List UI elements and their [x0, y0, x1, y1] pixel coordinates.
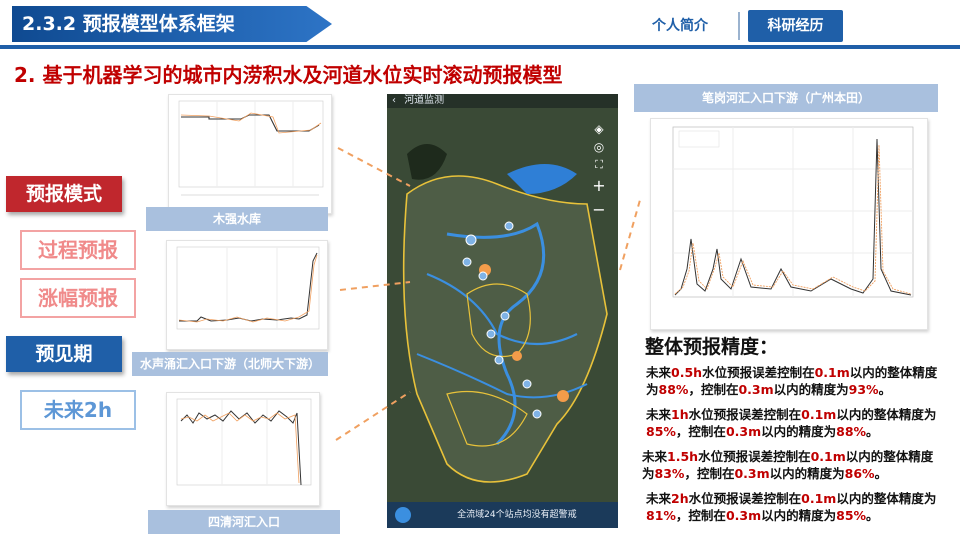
accuracy-text-e: 。 — [878, 382, 892, 397]
caption-station-2: 水声涌汇入口下游（北师大下游） — [132, 352, 328, 376]
accuracy-title: 整体预报精度： — [645, 336, 779, 358]
lead-time-label: 预见期 — [6, 336, 122, 372]
accuracy-text-v1: 0.1m — [814, 365, 850, 380]
accuracy-text-e: 。 — [866, 424, 879, 439]
map-footer-status: 全流域24个站点均没有超警戒 — [457, 510, 577, 520]
accuracy-text-v2: 0.3m — [738, 382, 774, 397]
slide-subtitle: 2. 基于机器学习的城市内涝积水及河道水位实时滚动预报模型 — [14, 63, 563, 87]
accuracy-item: 未来2h水位预报误差控制在0.1m以内的整体精度为 81%，控制在0.3m以内的精… — [646, 490, 946, 524]
accuracy-text-b: 以内的整体精度为 — [836, 491, 937, 506]
chart-station-1 — [168, 94, 332, 214]
accuracy-text-v1: 0.1m — [801, 491, 837, 506]
locate-icon[interactable]: ◎ — [593, 140, 605, 154]
accuracy-text-c: ，控制在 — [684, 466, 735, 481]
accuracy-item: 未来1h水位预报误差控制在0.1m以内的整体精度为 85%，控制在0.3m以内的精… — [646, 406, 946, 440]
accuracy-text-h: 2h — [671, 491, 689, 506]
accuracy-text-c: ，控制在 — [675, 424, 726, 439]
chart-station-4 — [650, 118, 928, 330]
header-divider — [0, 45, 960, 49]
accuracy-text-p1: 85% — [646, 424, 676, 439]
accuracy-text-d: 以内的精度为 — [773, 382, 849, 397]
caption-station-1: 木强水库 — [146, 207, 328, 231]
amplitude-forecast-label: 涨幅预报 — [20, 278, 136, 318]
chart-station-2 — [166, 240, 328, 350]
map-header: ‹ 河道监测 — [387, 94, 618, 108]
river-monitoring-map[interactable] — [387, 94, 618, 528]
accuracy-text-v2: 0.3m — [734, 466, 770, 481]
nav-separator — [738, 12, 740, 40]
accuracy-item: 未来0.5h水位预报误差控制在0.1m以内的整体精度为88%，控制在0.3m以内… — [646, 364, 946, 398]
accuracy-text-c: ，控制在 — [688, 382, 739, 397]
caption-station-4: 笔岗河汇入口下游（广州本田） — [634, 84, 938, 112]
chart-station-3 — [166, 392, 320, 506]
map-controls: ◈ ◎ ⛶ + − — [590, 120, 610, 224]
future-2h-label: 未来2h — [20, 390, 136, 430]
accuracy-text-d: 以内的精度为 — [761, 424, 837, 439]
accuracy-text-h: 0.5h — [671, 365, 703, 380]
accuracy-text-b: 以内的整体精度为 — [646, 365, 938, 397]
accuracy-item: 未来1.5h水位预报误差控制在0.1m以内的整体精度为83%，控制在0.3m以内… — [642, 448, 942, 482]
accuracy-text-a: 水位预报误差控制在 — [702, 365, 815, 380]
zoom-in-icon[interactable]: + — [592, 176, 606, 195]
accuracy-text-p1: 88% — [658, 382, 689, 397]
accuracy-text-prefix: 未来 — [646, 407, 672, 422]
forecast-mode-label: 预报模式 — [6, 176, 122, 212]
accuracy-text-prefix: 未来 — [646, 491, 672, 506]
caption-station-3: 四清河汇入口 — [148, 510, 340, 534]
map-footer: 全流域24个站点均没有超警戒 — [387, 502, 618, 528]
accuracy-text-v1: 0.1m — [801, 407, 837, 422]
zoom-out-icon[interactable]: − — [592, 200, 606, 219]
accuracy-text-a: 水位预报误差控制在 — [698, 449, 811, 464]
process-forecast-label: 过程预报 — [20, 230, 136, 270]
accuracy-text-prefix: 未来 — [646, 365, 672, 380]
map-header-title: 河道监测 — [404, 95, 445, 106]
accuracy-text-v2: 0.3m — [725, 424, 762, 439]
accuracy-text-h: 1.5h — [667, 449, 699, 464]
accuracy-text-b: 以内的整体精度为 — [642, 449, 934, 481]
accuracy-text-d: 以内的精度为 — [761, 508, 837, 523]
section-title: 2.3.2 预报模型体系框架 — [12, 6, 332, 42]
map-footer-badge-icon[interactable] — [395, 507, 411, 523]
nav-personal-intro[interactable]: 个人简介 — [652, 18, 708, 34]
back-chevron-icon[interactable]: ‹ — [392, 95, 396, 106]
accuracy-text-c: ，控制在 — [675, 508, 726, 523]
accuracy-text-p1: 83% — [654, 466, 685, 481]
accuracy-text-b: 以内的整体精度为 — [836, 407, 937, 422]
accuracy-text-e: 。 — [866, 508, 879, 523]
accuracy-text-h: 1h — [671, 407, 689, 422]
accuracy-text-p2: 93% — [848, 382, 879, 397]
layers-icon[interactable]: ◈ — [594, 122, 604, 136]
accuracy-text-p2: 86% — [844, 466, 875, 481]
accuracy-text-p2: 88% — [836, 424, 867, 439]
fullscreen-icon[interactable]: ⛶ — [595, 158, 603, 171]
accuracy-text-v2: 0.3m — [725, 508, 762, 523]
accuracy-text-p1: 81% — [646, 508, 676, 523]
nav-research-experience[interactable]: 科研经历 — [748, 10, 843, 42]
accuracy-text-a: 水位预报误差控制在 — [688, 491, 802, 506]
accuracy-text-p2: 85% — [836, 508, 867, 523]
accuracy-text-d: 以内的精度为 — [769, 466, 845, 481]
accuracy-text-a: 水位预报误差控制在 — [688, 407, 802, 422]
accuracy-text-prefix: 未来 — [642, 449, 668, 464]
accuracy-text-e: 。 — [874, 466, 888, 481]
accuracy-text-v1: 0.1m — [810, 449, 846, 464]
